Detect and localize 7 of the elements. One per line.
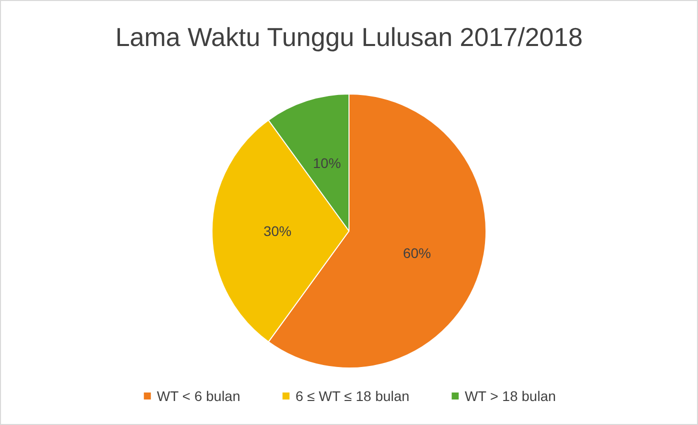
chart-title: Lama Waktu Tunggu Lulusan 2017/2018 xyxy=(115,22,583,52)
legend-label: 6 ≤ WT ≤ 18 bulan xyxy=(296,388,410,404)
legend-label: WT > 18 bulan xyxy=(464,388,556,404)
legend-label: WT < 6 bulan xyxy=(156,388,240,404)
data-label: 10% xyxy=(312,155,341,171)
data-label: 30% xyxy=(263,223,292,239)
data-label: 60% xyxy=(402,245,432,262)
